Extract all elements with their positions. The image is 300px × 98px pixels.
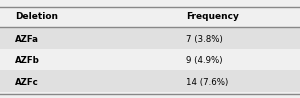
Text: 9 (4.9%): 9 (4.9%) [186, 56, 223, 65]
FancyBboxPatch shape [0, 49, 300, 71]
FancyBboxPatch shape [0, 27, 300, 49]
Text: 14 (7.6%): 14 (7.6%) [186, 78, 228, 87]
Text: Frequency: Frequency [186, 12, 239, 21]
Text: AZFb: AZFb [15, 56, 40, 65]
Text: AZFa: AZFa [15, 35, 39, 44]
Text: Deletion: Deletion [15, 12, 58, 21]
Text: 7 (3.8%): 7 (3.8%) [186, 35, 223, 44]
FancyBboxPatch shape [0, 70, 300, 92]
Text: AZFc: AZFc [15, 78, 39, 87]
